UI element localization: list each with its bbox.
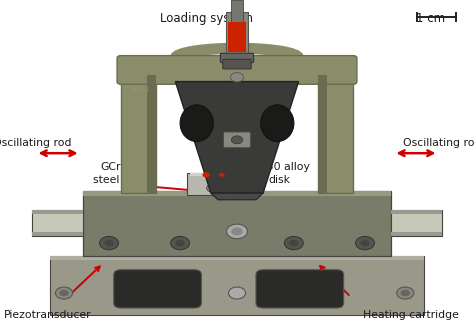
Circle shape	[231, 136, 243, 144]
Ellipse shape	[261, 105, 294, 142]
Circle shape	[230, 73, 244, 82]
FancyBboxPatch shape	[256, 270, 344, 308]
Circle shape	[231, 227, 243, 235]
Circle shape	[356, 236, 374, 250]
Bar	[391, 210, 442, 214]
Bar	[32, 210, 83, 214]
Circle shape	[228, 287, 246, 299]
Ellipse shape	[180, 105, 213, 142]
Bar	[32, 232, 83, 236]
Bar	[318, 75, 327, 193]
FancyBboxPatch shape	[223, 59, 251, 69]
Circle shape	[175, 240, 185, 246]
FancyBboxPatch shape	[117, 56, 357, 84]
Circle shape	[100, 236, 118, 250]
Text: GCr15: GCr15	[100, 162, 135, 172]
Circle shape	[289, 240, 299, 246]
Bar	[50, 256, 424, 260]
Bar	[50, 256, 424, 315]
Polygon shape	[211, 193, 263, 200]
Bar	[226, 12, 248, 58]
Circle shape	[284, 236, 303, 250]
Text: steel ball: steel ball	[93, 175, 142, 185]
Circle shape	[104, 240, 114, 246]
Circle shape	[59, 290, 69, 296]
Bar	[228, 22, 246, 52]
Polygon shape	[175, 82, 299, 193]
Text: 1 cm: 1 cm	[417, 12, 446, 25]
Circle shape	[360, 240, 370, 246]
Text: Oscillating rod: Oscillating rod	[402, 138, 474, 148]
Circle shape	[171, 236, 190, 250]
Bar	[190, 173, 235, 176]
Bar	[32, 210, 83, 236]
Circle shape	[401, 290, 410, 296]
Text: 2017.1: 2017.1	[130, 87, 149, 93]
Text: X-750 alloy: X-750 alloy	[249, 162, 310, 172]
Text: Oscillating rod: Oscillating rod	[0, 138, 72, 148]
Text: disk: disk	[269, 175, 291, 185]
Text: Piezotransducer: Piezotransducer	[4, 310, 91, 320]
Circle shape	[202, 172, 210, 177]
Bar	[231, 0, 243, 22]
FancyBboxPatch shape	[114, 270, 201, 308]
Circle shape	[207, 184, 218, 192]
FancyBboxPatch shape	[220, 53, 254, 63]
Bar	[391, 210, 442, 236]
FancyBboxPatch shape	[223, 132, 251, 148]
Bar	[318, 75, 353, 193]
Bar	[83, 191, 391, 256]
Text: Loading system: Loading system	[160, 12, 253, 25]
Text: Heating cartridge: Heating cartridge	[364, 310, 459, 320]
Bar	[391, 232, 442, 236]
Circle shape	[227, 224, 247, 239]
Circle shape	[397, 287, 414, 299]
Circle shape	[55, 287, 73, 299]
Circle shape	[219, 173, 225, 177]
Bar	[187, 173, 237, 195]
Bar	[83, 191, 391, 196]
Bar	[121, 75, 156, 193]
Bar	[147, 75, 156, 193]
